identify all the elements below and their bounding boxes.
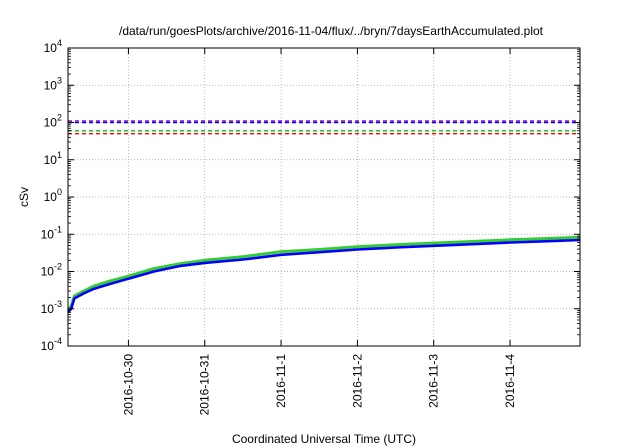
- y-tick-label: 102: [44, 113, 62, 130]
- y-tick-label: 101: [44, 150, 62, 167]
- y-tick-label: 103: [44, 75, 62, 92]
- x-tick-label: 2016-11-4: [503, 354, 517, 408]
- y-tick-label: 10-1: [41, 224, 62, 241]
- x-tick-label: 2016-10-31: [198, 354, 212, 416]
- y-tick-label: 10-4: [41, 336, 62, 353]
- x-tick-label: 2016-11-3: [427, 354, 441, 408]
- x-tick-label: 2016-11-2: [350, 354, 364, 408]
- x-axis-label: Coordinated Universal Time (UTC): [232, 432, 416, 446]
- x-axis-ticks: 2016-10-30 2016-10-31 2016-11-1 2016-11-2 20…: [121, 48, 517, 415]
- y-axis-ticks: 10-4 10-3 10-2 10-1 100 101 102 103 104: [41, 38, 580, 353]
- x-tick-label: 2016-10-30: [121, 354, 135, 416]
- y-tick-label: 100: [44, 187, 62, 204]
- threshold-lines: [68, 120, 580, 135]
- data-series: [66, 235, 581, 314]
- series-line-1: [67, 238, 581, 314]
- grid-lines: [68, 48, 580, 346]
- series-line-0: [66, 235, 581, 312]
- chart-title: /data/run/goesPlots/archive/2016-11-04/f…: [119, 24, 544, 38]
- y-axis-label: cSv: [17, 187, 31, 207]
- y-tick-label: 104: [44, 38, 62, 55]
- x-tick-label: 2016-11-1: [274, 354, 288, 408]
- y-tick-label: 10-3: [41, 299, 62, 316]
- y-tick-label: 10-2: [41, 262, 62, 279]
